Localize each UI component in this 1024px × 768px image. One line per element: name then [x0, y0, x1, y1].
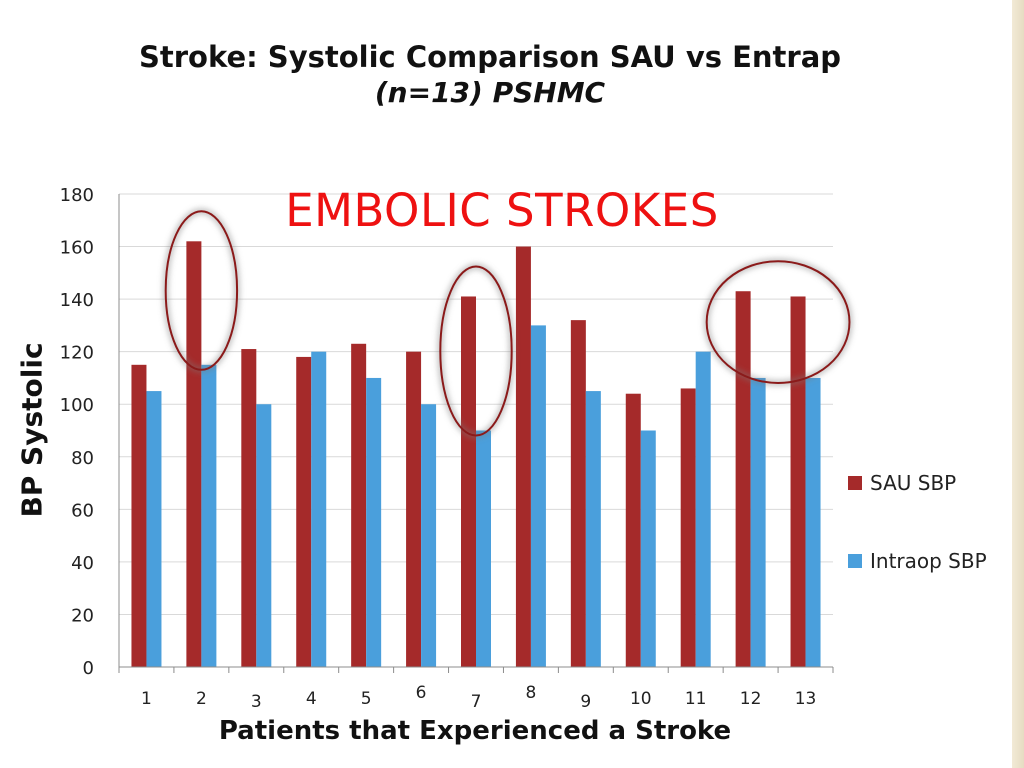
x-tick-label: 7 [471, 692, 482, 712]
x-tick-label: 8 [526, 683, 537, 703]
bar-sau-sbp [570, 320, 586, 667]
bar-intraop-sbp [750, 377, 766, 667]
x-tick-label: 3 [251, 692, 262, 712]
y-tick-labels: 0 20 40 60 80 100 120 140 160 180 [60, 185, 94, 679]
highlight-ellipse [164, 210, 239, 371]
x-tick-label: 9 [580, 692, 591, 712]
bars [131, 241, 821, 668]
x-tick-label: 11 [685, 689, 707, 709]
bar-intraop-sbp [640, 430, 656, 667]
highlight-ellipse [439, 265, 513, 437]
bar-sau-sbp [680, 388, 696, 667]
bar-sau-sbp [461, 296, 476, 667]
x-tick-label: 12 [740, 689, 762, 709]
legend-item-intraop: Intraop SBP [848, 544, 1018, 578]
x-axis-label: Patients that Experienced a Stroke [218, 716, 732, 746]
bar-sau-sbp [625, 393, 641, 667]
bar-sau-sbp [351, 343, 367, 667]
bar-sau-sbp [241, 349, 257, 667]
bar-intraop-sbp [585, 391, 601, 667]
bar-sau-sbp [790, 296, 806, 667]
legend-label-intraop: Intraop SBP [870, 549, 987, 573]
x-tick-label: 5 [361, 689, 372, 709]
y-tick-label: 80 [71, 448, 94, 469]
slide-title: Stroke: Systolic Comparison SAU vs Entra… [90, 40, 890, 112]
x-tick-label: 1 [141, 689, 152, 709]
bar-intraop-sbp [805, 377, 821, 667]
x-tick-labels: 1 2 3 4 5 6 7 8 9 10 11 12 13 [141, 683, 816, 712]
x-tick-label: 2 [196, 689, 207, 709]
y-tick-label: 120 [60, 343, 94, 364]
bar-intraop-sbp [476, 430, 491, 667]
x-tick-label: 10 [630, 689, 652, 709]
bar-sau-sbp [296, 356, 312, 667]
y-tick-label: 0 [83, 658, 94, 679]
x-tick-label: 6 [416, 683, 427, 703]
legend-label-sau: SAU SBP [870, 471, 957, 495]
y-tick-label: 160 [60, 238, 94, 259]
bar-intraop-sbp [256, 404, 272, 667]
embolic-strokes-annotation: EMBOLIC STROKES [285, 184, 719, 237]
legend-swatch-intraop [848, 554, 862, 568]
y-tick-label: 40 [71, 553, 94, 574]
bar-intraop-sbp [695, 351, 711, 667]
subtitle-line: (n=13) PSHMC [374, 76, 606, 109]
axes [118, 194, 834, 673]
x-tick-label: 13 [795, 689, 817, 709]
highlight-circles [162, 208, 853, 439]
bar-intraop-sbp [311, 351, 327, 667]
bar-sau-sbp [735, 291, 751, 667]
bar-sau-sbp [131, 364, 147, 667]
bar-sau-sbp [515, 246, 531, 668]
title-line: Stroke: Systolic Comparison SAU vs Entra… [138, 40, 842, 74]
y-tick-label: 20 [71, 605, 94, 626]
slide-edge-decoration [1012, 0, 1024, 768]
bar-intraop-sbp [530, 325, 546, 667]
bar-intraop-sbp [366, 377, 382, 667]
bar-intraop-sbp [146, 391, 162, 667]
y-tick-label: 100 [60, 395, 94, 416]
x-tick-label: 4 [306, 689, 317, 709]
bar-sau-sbp [186, 241, 202, 668]
highlight-ellipse [705, 260, 851, 384]
bar-intraop-sbp [421, 404, 437, 667]
y-tick-label: 60 [71, 500, 94, 521]
chart-legend: SAU SBP Intraop SBP [848, 466, 1018, 622]
y-axis-label: BP Systolic [15, 342, 49, 518]
legend-swatch-sau [848, 476, 862, 490]
bar-sau-sbp [406, 351, 422, 667]
y-tick-label: 140 [60, 290, 94, 311]
bar-intraop-sbp [201, 364, 217, 667]
y-tick-label: 180 [60, 185, 94, 206]
legend-item-sau: SAU SBP [848, 466, 1018, 500]
